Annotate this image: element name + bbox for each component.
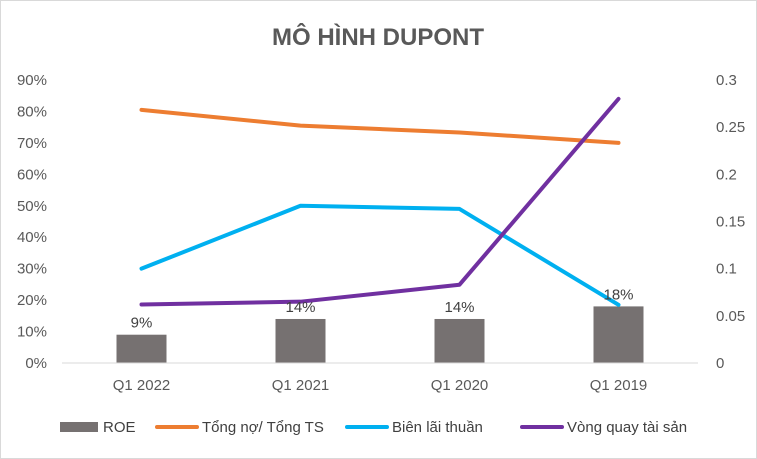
legend-swatch-roe [60,422,98,432]
roe-bar [275,318,326,363]
roe-data-label: 18% [603,286,633,303]
y-left-tick-label: 40% [17,229,47,246]
y-right-tick-label: 0.05 [716,308,745,325]
y-left-tick-label: 90% [17,72,47,89]
y-right-tick-label: 0.25 [716,119,745,136]
roe-data-label: 14% [285,299,315,316]
y-left-tick-label: 50% [17,198,47,215]
roe-bar [116,334,167,363]
legend-label: Tổng nợ/ Tổng TS [202,419,324,436]
y-left-tick-label: 0% [25,355,47,372]
asset-turnover-line [139,96,621,307]
legend-label: Vòng quay tài sản [567,419,687,436]
y-right-tick-label: 0.1 [716,261,737,278]
roe-bar [434,318,485,363]
debt-ratio-line [139,107,621,145]
roe-data-label: 9% [131,315,153,332]
y-left-tick-label: 70% [17,135,47,152]
y-right-tick-label: 0.3 [716,72,737,89]
roe-data-label: 14% [444,299,474,316]
y-right-tick-label: 0.2 [716,166,737,183]
x-tick-label: Q1 2021 [272,377,330,394]
y-left-tick-label: 10% [17,324,47,341]
legend-label: ROE [103,419,136,436]
y-right-tick-label: 0.15 [716,214,745,231]
y-left-tick-label: 60% [17,166,47,183]
y-left-tick-label: 80% [17,103,47,120]
chart-title: MÔ HÌNH DUPONT [272,23,484,51]
legend-label: Biên lãi thuần [392,419,483,436]
x-tick-label: Q1 2022 [113,377,171,394]
net-margin-line [139,203,621,307]
y-left-tick-label: 20% [17,292,47,309]
y-right-tick-label: 0 [716,355,724,372]
y-left-tick-label: 30% [17,261,47,278]
x-tick-label: Q1 2020 [431,377,489,394]
x-tick-label: Q1 2019 [590,377,648,394]
roe-bar [593,306,644,363]
